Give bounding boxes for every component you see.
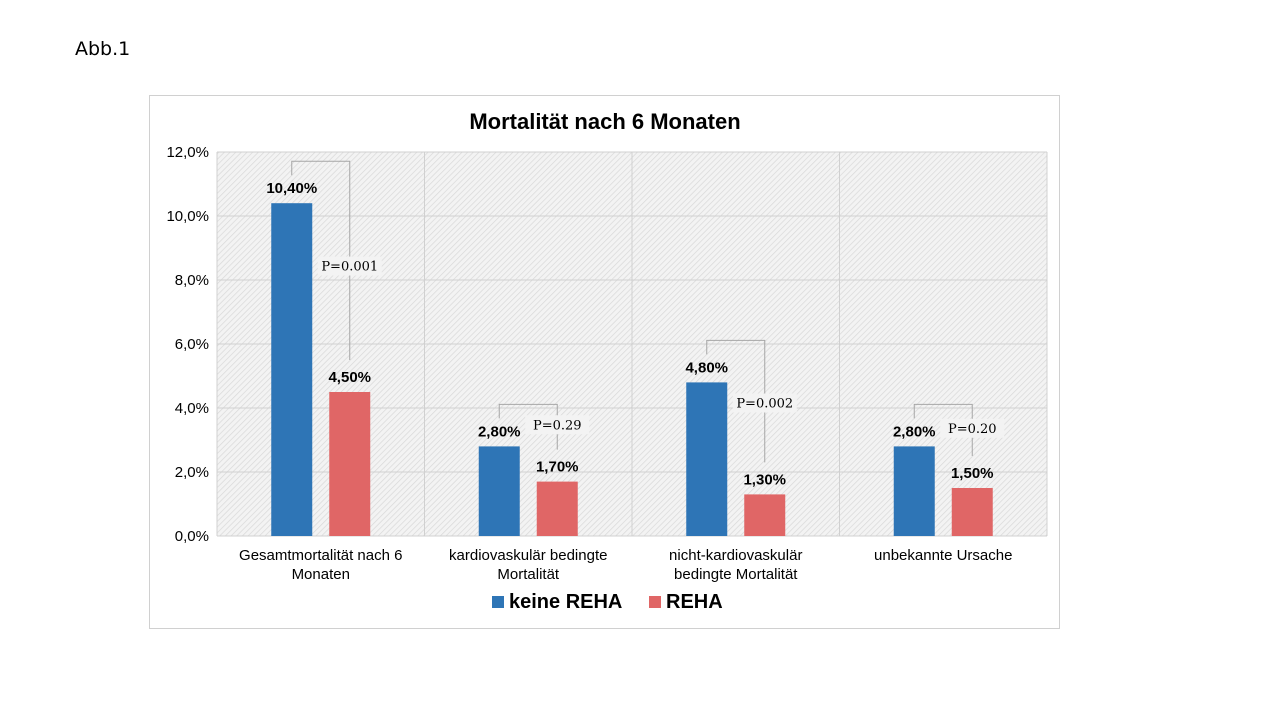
chart-title: Mortalität nach 6 Monaten: [469, 109, 740, 134]
data-label: 1,50%: [951, 465, 994, 482]
figure-label: Abb.1: [75, 38, 131, 60]
bar-reha: [744, 494, 786, 536]
category-label: unbekannte Ursache: [874, 547, 1012, 564]
category-label: Monaten: [292, 566, 350, 583]
bars: [271, 203, 993, 536]
y-tick-label: 4,0%: [175, 400, 209, 417]
p-value-label: P=0.20: [948, 422, 997, 437]
legend-swatch-reha: [649, 596, 661, 608]
bar-keine-reha: [271, 203, 313, 536]
significance-brackets: P=0.001 P=0.29 P=0.002 P=0.20: [291, 160, 1005, 463]
p-value-label: P=0.002: [736, 397, 793, 412]
y-tick-label: 10,0%: [166, 208, 209, 225]
y-tick-label: 0,0%: [175, 528, 209, 545]
bar-reha: [329, 392, 371, 536]
data-label: 1,30%: [743, 471, 786, 488]
p-value-background: [732, 393, 797, 413]
category-label: nicht-kardiovaskulär: [669, 547, 802, 564]
category-label: Mortalität: [497, 566, 560, 583]
legend: keine REHA REHA: [492, 591, 723, 613]
p-value-label: P=0.29: [533, 418, 582, 433]
data-label: 1,70%: [536, 459, 579, 476]
legend-swatch-keine-reha: [492, 596, 504, 608]
category-label: Gesamtmortalität nach 6: [239, 547, 402, 564]
y-tick-label: 2,0%: [175, 464, 209, 481]
y-axis: 0,0% 2,0% 4,0% 6,0% 8,0% 10,0% 12,0%: [166, 144, 209, 545]
category-label: bedingte Mortalität: [674, 566, 798, 583]
mortality-bar-chart: Mortalität nach 6 Monaten 0,0% 2,0% 4,0% 6,…: [166, 109, 1048, 613]
data-label: 2,80%: [893, 423, 936, 440]
p-value-background: [940, 418, 1005, 438]
y-tick-label: 12,0%: [166, 144, 209, 161]
data-label: 4,50%: [328, 369, 371, 386]
y-tick-label: 6,0%: [175, 336, 209, 353]
p-value-label: P=0.001: [321, 260, 378, 275]
x-axis: Gesamtmortalität nach 6 Monaten kardiovask…: [239, 547, 1012, 583]
category-label: kardiovaskulär bedingte: [449, 547, 607, 564]
bar-reha: [536, 481, 578, 536]
legend-label: REHA: [666, 591, 723, 613]
data-labels: 10,40% 4,50% 2,80% 1,70% 4,80% 1,30% 2,80% 1,50…: [266, 180, 993, 488]
data-label: 10,40%: [266, 180, 317, 197]
bar-keine-reha: [478, 446, 520, 536]
p-value-background: [317, 256, 382, 276]
bar-reha: [951, 488, 993, 536]
bar-keine-reha: [893, 446, 935, 536]
data-label: 2,80%: [478, 423, 521, 440]
bar-keine-reha: [686, 382, 728, 536]
y-tick-label: 8,0%: [175, 272, 209, 289]
data-label: 4,80%: [685, 359, 728, 376]
p-value-background: [525, 415, 590, 435]
legend-label: keine REHA: [509, 591, 622, 613]
chart-frame: Mortalität nach 6 Monaten 0,0% 2,0% 4,0% 6,…: [149, 95, 1060, 629]
